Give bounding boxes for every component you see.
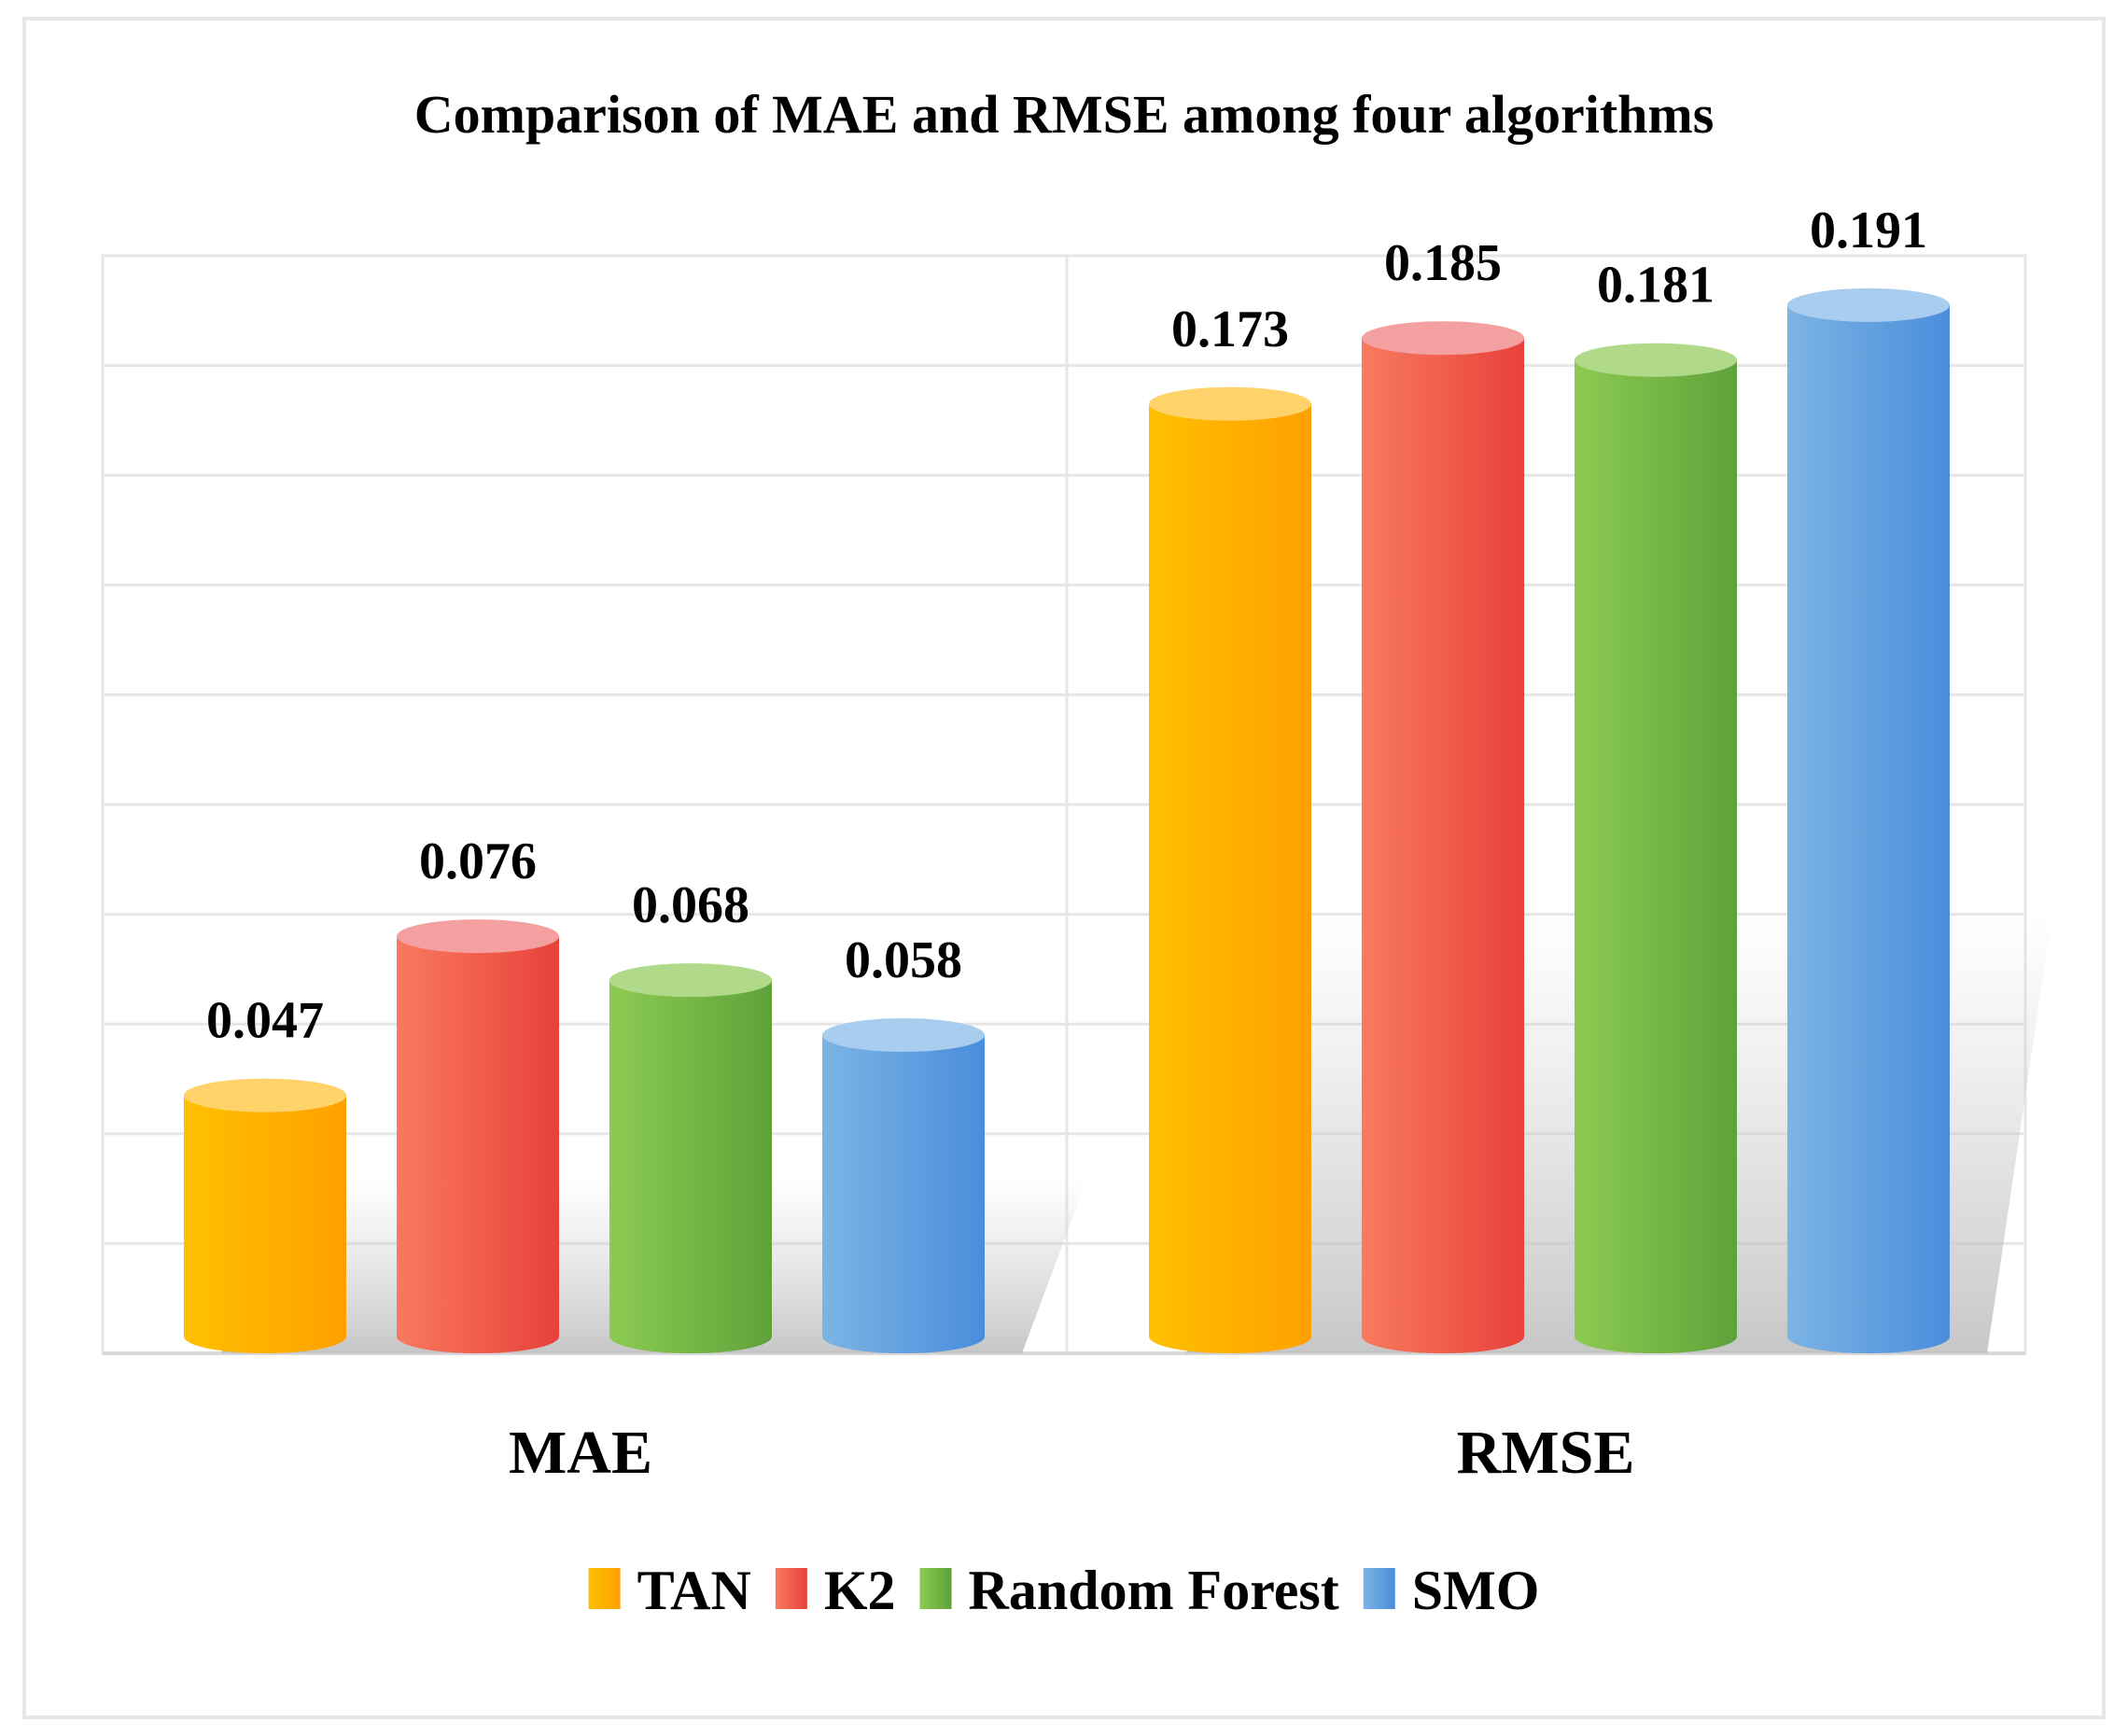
legend-item-smo: SMO <box>1363 1560 1540 1621</box>
bar-rmse-smo <box>1787 304 1950 1353</box>
category-label-rmse: RMSE <box>1457 1419 1635 1487</box>
legend-label-smo: SMO <box>1412 1560 1540 1621</box>
bar-mae-smo <box>822 1034 985 1353</box>
legend-swatch-tan <box>588 1568 621 1609</box>
bar-cap-mae-random-forest <box>609 963 772 998</box>
legend-item-random-forest: Random Forest <box>919 1560 1339 1621</box>
data-label-mae-smo: 0.058 <box>845 931 962 989</box>
category-label-layer: MAE RMSE <box>509 1419 1634 1487</box>
bar-mae-tan <box>184 1095 346 1353</box>
data-label-rmse-random-forest: 0.181 <box>1597 257 1715 315</box>
data-label-rmse-tan: 0.173 <box>1171 301 1289 358</box>
legend-swatch-k2 <box>775 1568 807 1609</box>
legend-item-tan: TAN <box>588 1560 751 1621</box>
legend-swatch-random-forest <box>919 1568 952 1609</box>
data-label-rmse-k2: 0.185 <box>1384 234 1502 292</box>
data-label-mae-k2: 0.076 <box>419 833 537 890</box>
bar-rmse-tan <box>1149 403 1311 1353</box>
data-label-mae-random-forest: 0.068 <box>632 876 749 934</box>
legend: TAN K2 Random Forest SMO <box>588 1560 1540 1621</box>
bar-rmse-k2 <box>1362 338 1524 1354</box>
legend-label-tan: TAN <box>637 1560 751 1621</box>
legend-item-k2: K2 <box>775 1560 896 1621</box>
bar-mae-random-forest <box>609 980 772 1353</box>
chart-title: Comparison of MAE and RMSE among four al… <box>414 84 1715 145</box>
legend-label-random-forest: Random Forest <box>969 1560 1339 1621</box>
bar-cap-mae-tan <box>184 1078 346 1113</box>
bar-cap-mae-smo <box>822 1017 985 1052</box>
legend-swatch-smo <box>1363 1568 1395 1609</box>
bar-rmse-random-forest <box>1575 359 1737 1354</box>
category-label-mae: MAE <box>509 1419 652 1487</box>
data-label-mae-tan: 0.047 <box>206 992 324 1050</box>
legend-label-k2: K2 <box>824 1560 896 1621</box>
bar-cap-mae-k2 <box>397 919 559 954</box>
bar-cap-rmse-tan <box>1149 386 1311 421</box>
bar-cap-rmse-k2 <box>1362 321 1524 356</box>
bar-layer <box>184 287 1950 1354</box>
bar-cap-rmse-smo <box>1787 287 1950 322</box>
bar-cap-rmse-random-forest <box>1575 343 1737 377</box>
data-label-layer: 0.047 0.076 0.068 0.058 0.173 0.185 0.181 0.191 <box>206 202 1927 1050</box>
data-label-rmse-smo: 0.191 <box>1810 202 1927 259</box>
bar-mae-k2 <box>397 936 559 1353</box>
